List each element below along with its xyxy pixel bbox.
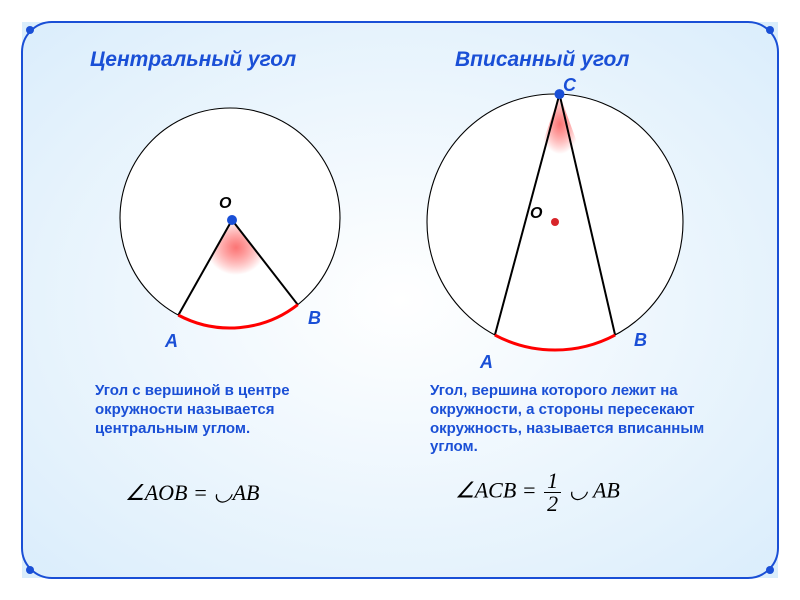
- angle-icon: ∠: [125, 480, 145, 505]
- frame-svg: [0, 0, 800, 600]
- angle-icon: ∠: [455, 478, 475, 503]
- left-title: Центральный угол: [90, 48, 296, 72]
- arc-icon: ◡: [569, 478, 588, 503]
- right-label-C: С: [563, 75, 576, 96]
- right-label-O: О: [530, 205, 542, 223]
- left-label-A: А: [165, 331, 178, 352]
- left-label-O: О: [219, 195, 231, 213]
- left-formula: ∠AOB = ◡AB: [125, 480, 259, 506]
- left-central-angle-diagram: [120, 108, 340, 328]
- diagram-canvas: Центральный угол Вписанный угол О А В О …: [0, 0, 800, 600]
- left-definition: Угол с вершиной в центре окружности назы…: [95, 382, 290, 438]
- right-formula: ∠ACB = 1 2 ◡ AB: [455, 470, 620, 515]
- right-definition: Угол, вершина которого лежит на окружнос…: [430, 382, 704, 457]
- right-label-A: А: [480, 352, 493, 373]
- left-label-B: В: [308, 308, 321, 329]
- arc-icon: ◡: [213, 480, 232, 505]
- fraction-one-half: 1 2: [544, 470, 561, 515]
- right-label-B: В: [634, 330, 647, 351]
- right-title: Вписанный угол: [455, 48, 629, 72]
